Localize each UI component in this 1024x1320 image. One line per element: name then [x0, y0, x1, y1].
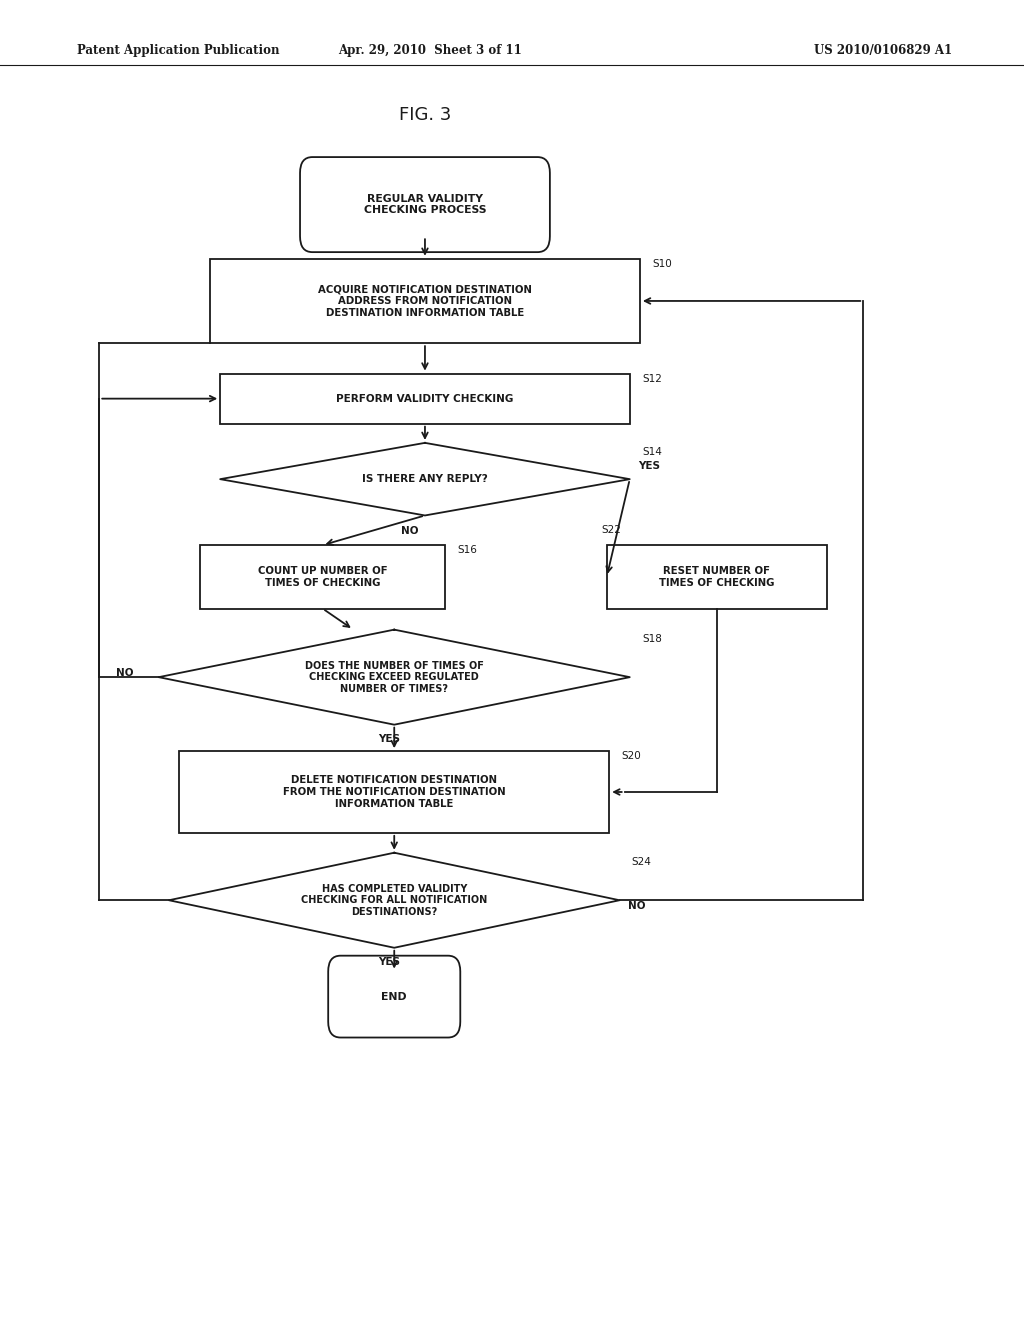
Text: DOES THE NUMBER OF TIMES OF
CHECKING EXCEED REGULATED
NUMBER OF TIMES?: DOES THE NUMBER OF TIMES OF CHECKING EXC… [305, 660, 483, 694]
Text: US 2010/0106829 A1: US 2010/0106829 A1 [814, 44, 952, 57]
Text: END: END [381, 991, 408, 1002]
FancyBboxPatch shape [220, 374, 630, 424]
Text: NO: NO [628, 900, 645, 911]
Text: FIG. 3: FIG. 3 [398, 106, 452, 124]
Text: S16: S16 [458, 545, 477, 556]
Text: HAS COMPLETED VALIDITY
CHECKING FOR ALL NOTIFICATION
DESTINATIONS?: HAS COMPLETED VALIDITY CHECKING FOR ALL … [301, 883, 487, 917]
Text: S10: S10 [652, 259, 672, 269]
FancyBboxPatch shape [300, 157, 550, 252]
FancyBboxPatch shape [606, 545, 826, 609]
Text: YES: YES [378, 957, 400, 968]
Text: NO: NO [400, 525, 419, 536]
Text: Apr. 29, 2010  Sheet 3 of 11: Apr. 29, 2010 Sheet 3 of 11 [338, 44, 522, 57]
Polygon shape [169, 853, 620, 948]
Text: Patent Application Publication: Patent Application Publication [77, 44, 280, 57]
Text: NO: NO [116, 668, 133, 678]
FancyBboxPatch shape [200, 545, 445, 609]
Text: IS THERE ANY REPLY?: IS THERE ANY REPLY? [362, 474, 487, 484]
Text: S18: S18 [642, 634, 662, 644]
Text: RESET NUMBER OF
TIMES OF CHECKING: RESET NUMBER OF TIMES OF CHECKING [659, 566, 774, 587]
FancyBboxPatch shape [328, 956, 461, 1038]
Text: S22: S22 [601, 525, 622, 536]
Text: YES: YES [378, 734, 400, 744]
FancyBboxPatch shape [210, 259, 640, 343]
Text: S12: S12 [642, 374, 662, 384]
Polygon shape [220, 444, 630, 515]
Text: ACQUIRE NOTIFICATION DESTINATION
ADDRESS FROM NOTIFICATION
DESTINATION INFORMATI: ACQUIRE NOTIFICATION DESTINATION ADDRESS… [318, 284, 531, 318]
Text: S24: S24 [632, 857, 651, 867]
Polygon shape [159, 630, 630, 725]
Text: YES: YES [638, 461, 659, 471]
Text: DELETE NOTIFICATION DESTINATION
FROM THE NOTIFICATION DESTINATION
INFORMATION TA: DELETE NOTIFICATION DESTINATION FROM THE… [283, 775, 506, 809]
FancyBboxPatch shape [179, 751, 609, 833]
Text: PERFORM VALIDITY CHECKING: PERFORM VALIDITY CHECKING [336, 393, 514, 404]
Text: REGULAR VALIDITY
CHECKING PROCESS: REGULAR VALIDITY CHECKING PROCESS [364, 194, 486, 215]
Text: S20: S20 [622, 751, 641, 762]
Text: COUNT UP NUMBER OF
TIMES OF CHECKING: COUNT UP NUMBER OF TIMES OF CHECKING [258, 566, 387, 587]
Text: S14: S14 [642, 446, 662, 457]
